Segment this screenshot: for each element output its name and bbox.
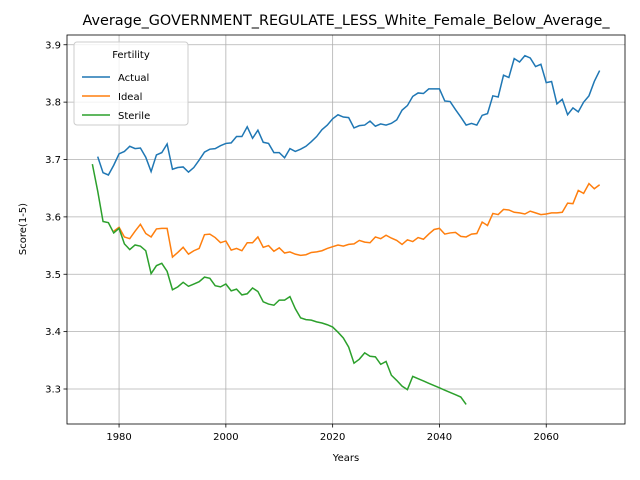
- legend-label: Sterile: [118, 111, 150, 122]
- y-tick-label: 3.7: [45, 155, 61, 166]
- x-tick-label: 2020: [320, 432, 345, 443]
- plot-frame: [66, 34, 626, 425]
- line-series: [113, 182, 601, 259]
- x-tick-label: 2000: [213, 432, 238, 443]
- legend-label: Ideal: [118, 92, 142, 103]
- line-series: [96, 54, 601, 176]
- x-axis-label: Years: [332, 453, 359, 464]
- x-tick-label: 1980: [106, 432, 131, 443]
- y-tick-label: 3.9: [45, 40, 61, 51]
- line-series: [91, 163, 467, 405]
- y-tick-label: 3.4: [45, 327, 61, 338]
- legend: Fertility Actual Ideal Sterile: [73, 41, 189, 126]
- legend-label: Actual: [118, 73, 149, 84]
- y-tick-label: 3.8: [45, 98, 61, 109]
- y-tick-label: 3.3: [45, 385, 61, 396]
- x-tick-label: 2040: [427, 432, 452, 443]
- x-tick-label: 2060: [534, 432, 559, 443]
- y-axis-label: Score(1-5): [18, 203, 29, 255]
- legend-title: Fertility: [112, 50, 150, 61]
- chart-title: Average_GOVERNMENT_REGULATE_LESS_White_F…: [82, 13, 610, 29]
- legend-box: [73, 41, 189, 126]
- y-tick-label: 3.5: [45, 270, 61, 281]
- y-tick-label: 3.6: [45, 212, 61, 223]
